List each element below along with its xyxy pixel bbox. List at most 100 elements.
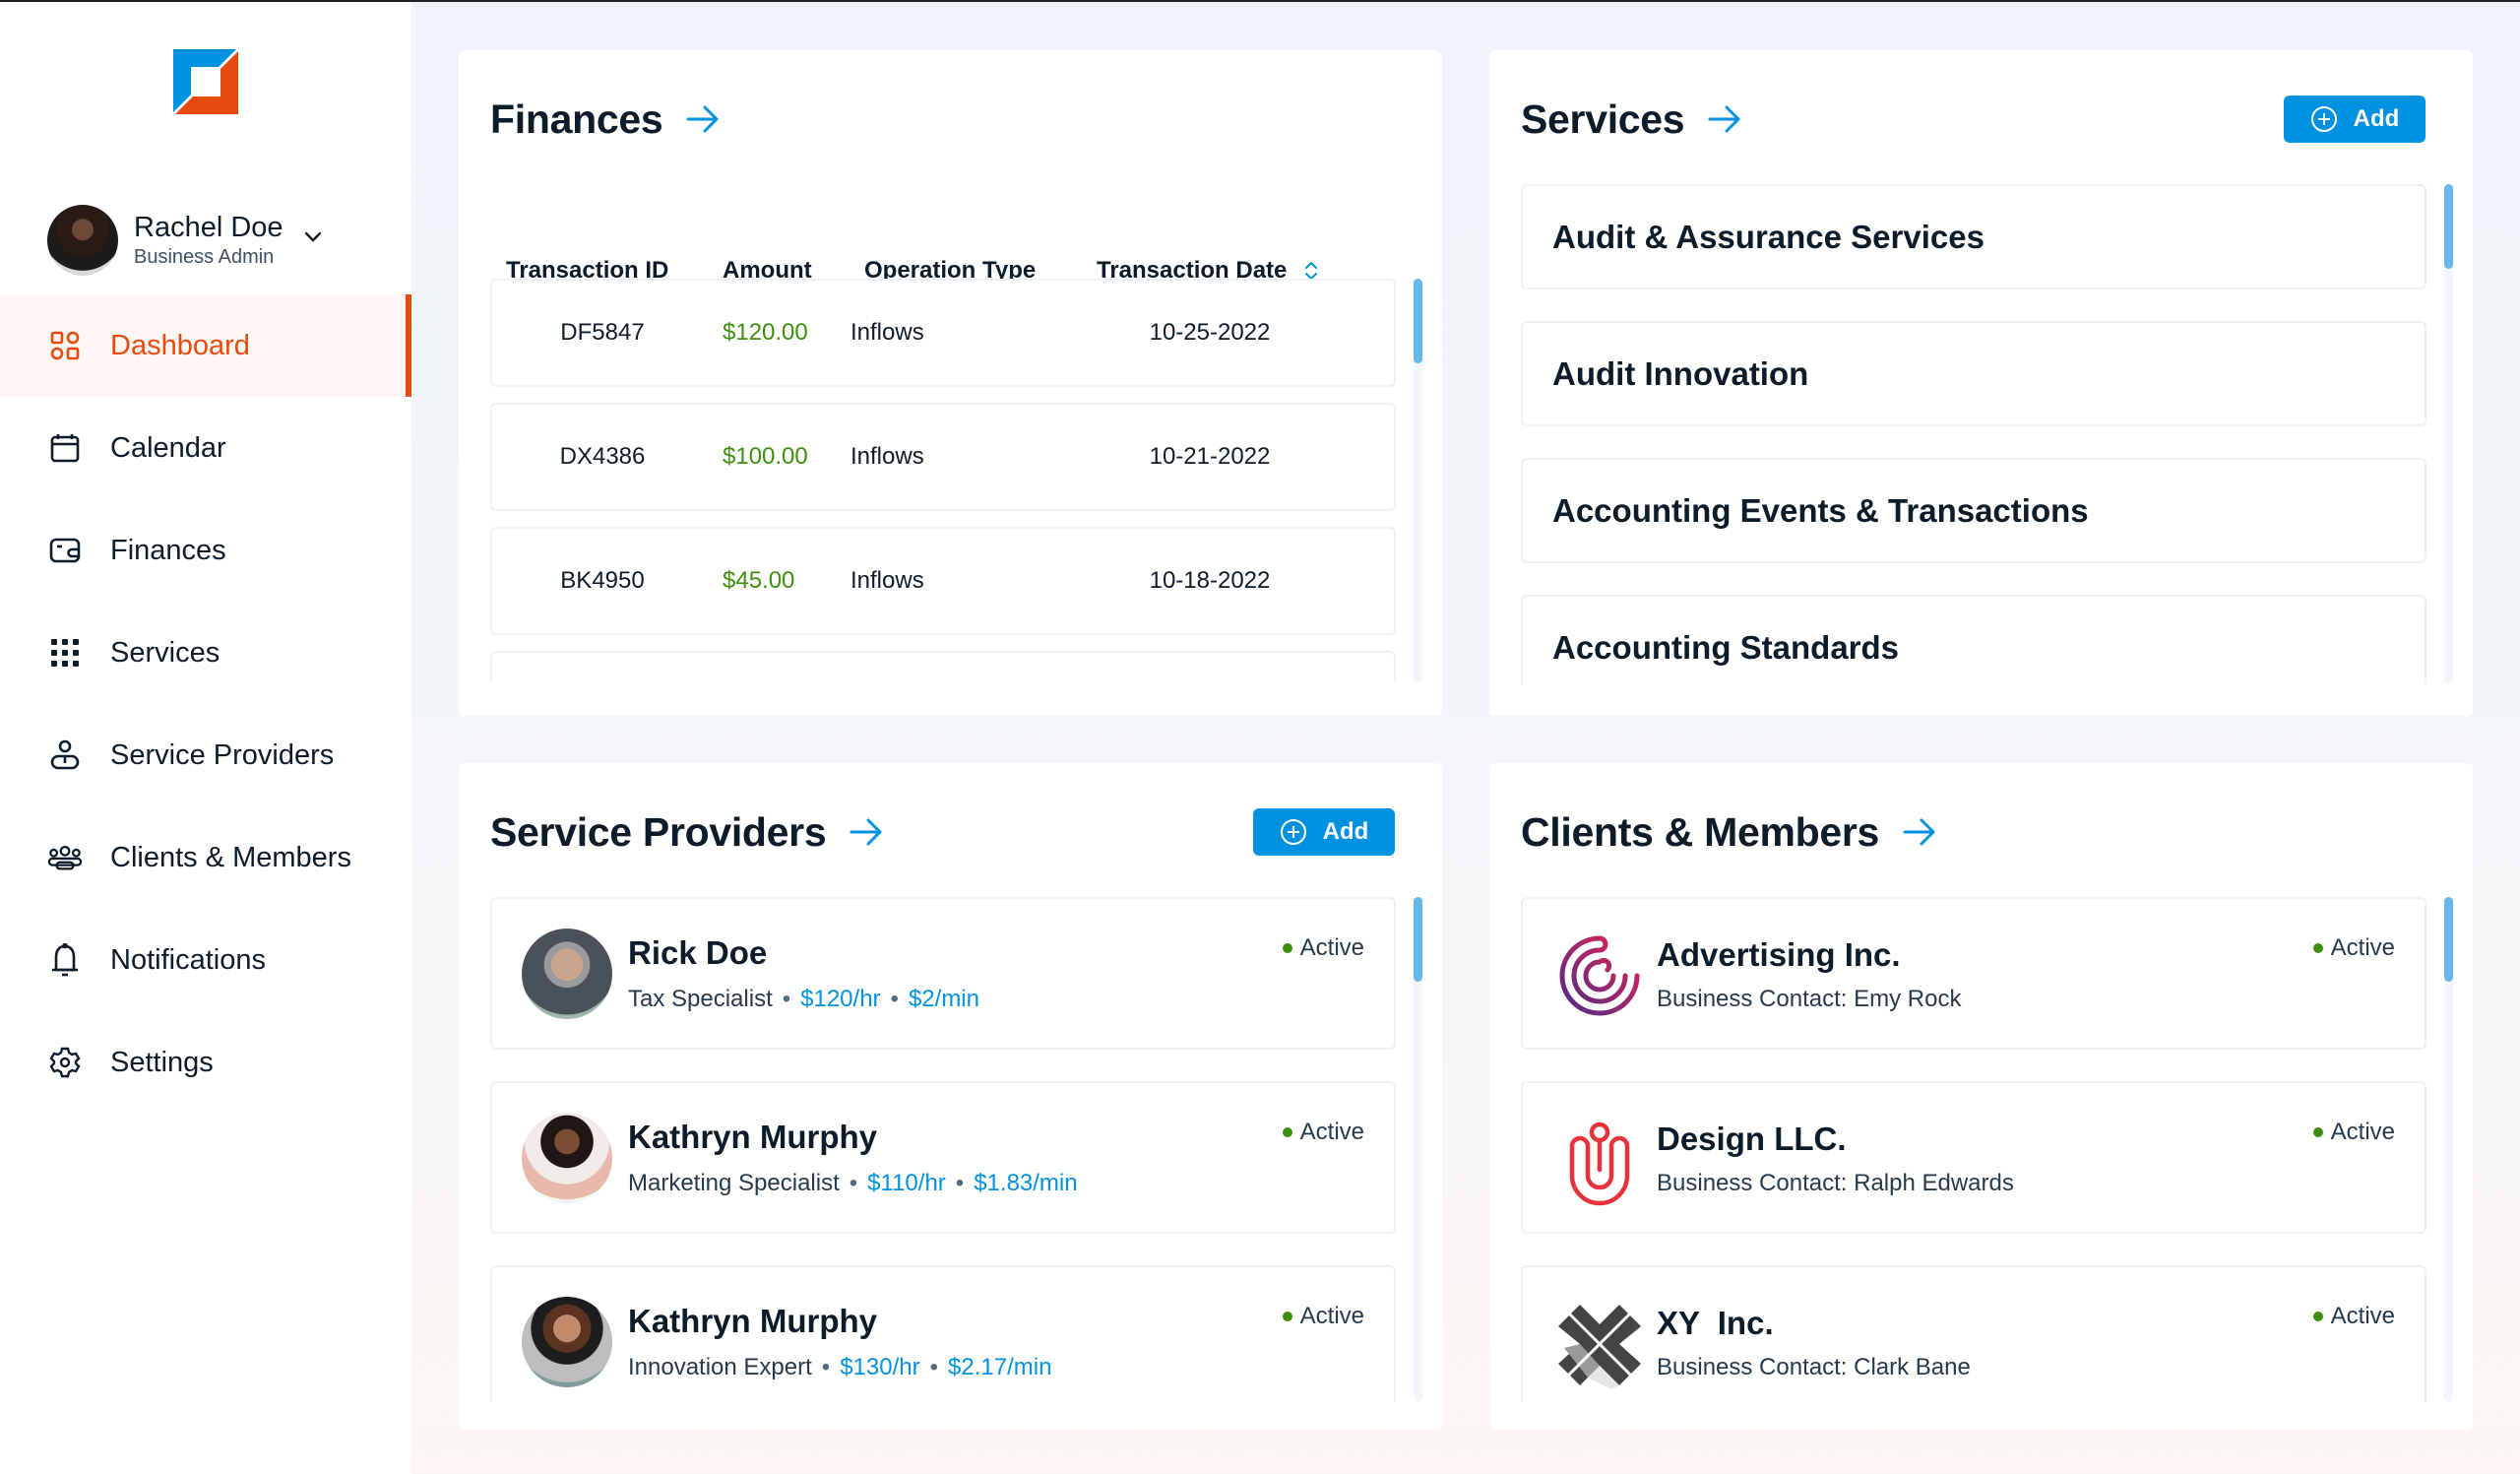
operation-type: Inflows [850,567,924,594]
list-item[interactable]: Kathryn Murphy Marketing Specialist • $110… [490,1081,1396,1234]
services-list: Audit & Assurance Services Audit Innovat… [1521,184,2426,684]
chevron-down-icon[interactable] [301,224,325,248]
services-card: Services Add Audit & Assurance Services … [1489,50,2473,716]
provider-role: Innovation Expert [628,1354,812,1380]
transaction-id: DF5847 [560,319,645,346]
plus-circle-icon [2310,106,2337,132]
status-badge: Active [2312,1303,2395,1330]
table-row[interactable]: DF5847 $120.00 Inflows 10-25-2022 [490,279,1396,387]
arrow-right-icon[interactable] [848,813,885,851]
status-badge: Active [1282,934,1364,962]
sidebar-item-calendar[interactable]: Calendar [0,397,411,499]
clients-list: Advertising Inc. Business Contact: Emy R… [1521,897,2426,1402]
sidebar-item-services[interactable]: Services [0,602,411,704]
client-name: Design LLC. [1657,1121,1847,1157]
list-item[interactable]: Audit & Assurance Services [1521,184,2426,289]
amount: $45.00 [723,567,795,594]
list-item[interactable]: Rick Doe Tax Specialist • $120/hr • $2/min A… [490,897,1396,1050]
per-minute-rate: $2/min [908,986,979,1012]
list-item[interactable]: Kathryn Murphy Innovation Expert • $130/hr… [490,1265,1396,1402]
gear-icon [47,1045,83,1080]
client-name: XY Inc. [1657,1305,1774,1341]
service-name: Audit Innovation [1552,354,1809,392]
operation-type: Inflows [850,319,924,346]
service-name: Audit & Assurance Services [1552,218,1984,255]
user-avatar [47,205,118,276]
list-item[interactable]: Accounting Events & Transactions [1521,458,2426,563]
services-scrollbar[interactable] [2444,184,2453,684]
group-icon [47,840,83,875]
app-logo-icon[interactable] [173,49,238,114]
transaction-date: 10-18-2022 [1149,567,1271,594]
finances-card: Finances Transaction ID Amount Operation… [459,50,1442,716]
status-badge: Active [2312,1119,2395,1146]
dots-grid-icon [47,635,83,671]
finances-scrollbar[interactable] [1414,279,1422,682]
sidebar-item-label: Settings [110,1046,214,1078]
amount: $120.00 [723,319,808,346]
table-row-partial[interactable] [490,651,1396,682]
sidebar-item-label: Service Providers [110,738,335,771]
sidebar-nav: Dashboard Calendar Finances [0,294,411,1114]
table-row[interactable]: DX4386 $100.00 Inflows 10-21-2022 [490,403,1396,511]
hourly-rate: $130/hr [840,1354,920,1380]
scrollbar-thumb[interactable] [2444,897,2453,982]
sidebar-item-label: Services [110,636,220,669]
add-service-button[interactable]: Add [2284,96,2426,143]
provider-name: Kathryn Murphy [628,1303,878,1339]
user-role: Business Admin [134,246,275,268]
provider-role: Tax Specialist [628,986,773,1012]
scrollbar-thumb[interactable] [1414,897,1422,982]
sidebar-item-notifications[interactable]: Notifications [0,909,411,1011]
sidebar-item-service-providers[interactable]: Service Providers [0,704,411,806]
provider-meta: Marketing Specialist • $110/hr • $1.83/min [628,1170,1078,1196]
sidebar-item-label: Dashboard [110,329,250,361]
user-name: Rachel Doe [134,212,284,243]
arrow-right-icon[interactable] [1706,100,1743,138]
list-item[interactable]: Accounting Standards [1521,595,2426,684]
wallet-icon [47,533,83,568]
table-row[interactable]: BK4950 $45.00 Inflows 10-18-2022 [490,527,1396,635]
providers-scrollbar[interactable] [1414,897,1422,1402]
service-providers-card: Service Providers Add Rick Doe Tax Speci… [459,763,1442,1430]
amount: $100.00 [723,443,808,470]
provider-meta: Tax Specialist • $120/hr • $2/min [628,986,979,1012]
list-item[interactable]: Audit Innovation [1521,321,2426,426]
sidebar-item-label: Notifications [110,943,266,976]
list-item[interactable]: XY Inc. Business Contact: Clark Bane Act… [1521,1265,2426,1402]
provider-name: Rick Doe [628,934,768,971]
sidebar-item-clients-members[interactable]: Clients & Members [0,806,411,909]
transaction-id: BK4950 [560,567,645,594]
u-pin-logo-icon [1569,1122,1630,1206]
add-label: Add [1322,818,1369,845]
xy-cross-logo-icon [1556,1301,1643,1389]
sidebar-item-finances[interactable]: Finances [0,499,411,602]
per-minute-rate: $2.17/min [948,1354,1052,1380]
list-item[interactable]: Design LLC. Business Contact: Ralph Edwa… [1521,1081,2426,1234]
operation-type: Inflows [850,443,924,470]
list-item[interactable]: Advertising Inc. Business Contact: Emy R… [1521,897,2426,1050]
sidebar-item-label: Calendar [110,431,226,464]
provider-meta: Innovation Expert • $130/hr • $2.17/min [628,1354,1052,1380]
service-name: Accounting Standards [1552,628,1900,666]
scrollbar-thumb[interactable] [1414,279,1422,363]
client-contact: Business Contact: Ralph Edwards [1657,1170,2014,1196]
client-contact: Business Contact: Emy Rock [1657,986,1962,1012]
scrollbar-thumb[interactable] [2444,184,2453,269]
add-provider-button[interactable]: Add [1253,808,1395,856]
sidebar-item-dashboard[interactable]: Dashboard [0,294,411,397]
arrow-right-icon[interactable] [684,100,722,138]
provider-avatar [522,929,612,1019]
finances-title: Finances [490,96,663,142]
sidebar-item-label: Clients & Members [110,841,351,873]
sidebar: Rachel Doe Business Admin Dashboard [0,2,411,1474]
transaction-date: 10-25-2022 [1149,319,1271,346]
sidebar-item-settings[interactable]: Settings [0,1011,411,1114]
provider-person-icon [47,737,83,773]
clients-scrollbar[interactable] [2444,897,2453,1402]
user-profile[interactable]: Rachel Doe Business Admin [47,205,325,276]
arrow-right-icon[interactable] [1901,813,1938,851]
per-minute-rate: $1.83/min [974,1170,1078,1196]
clients-members-card: Clients & Members Advertising Inc. Busin… [1489,763,2473,1430]
add-label: Add [2353,105,2400,132]
